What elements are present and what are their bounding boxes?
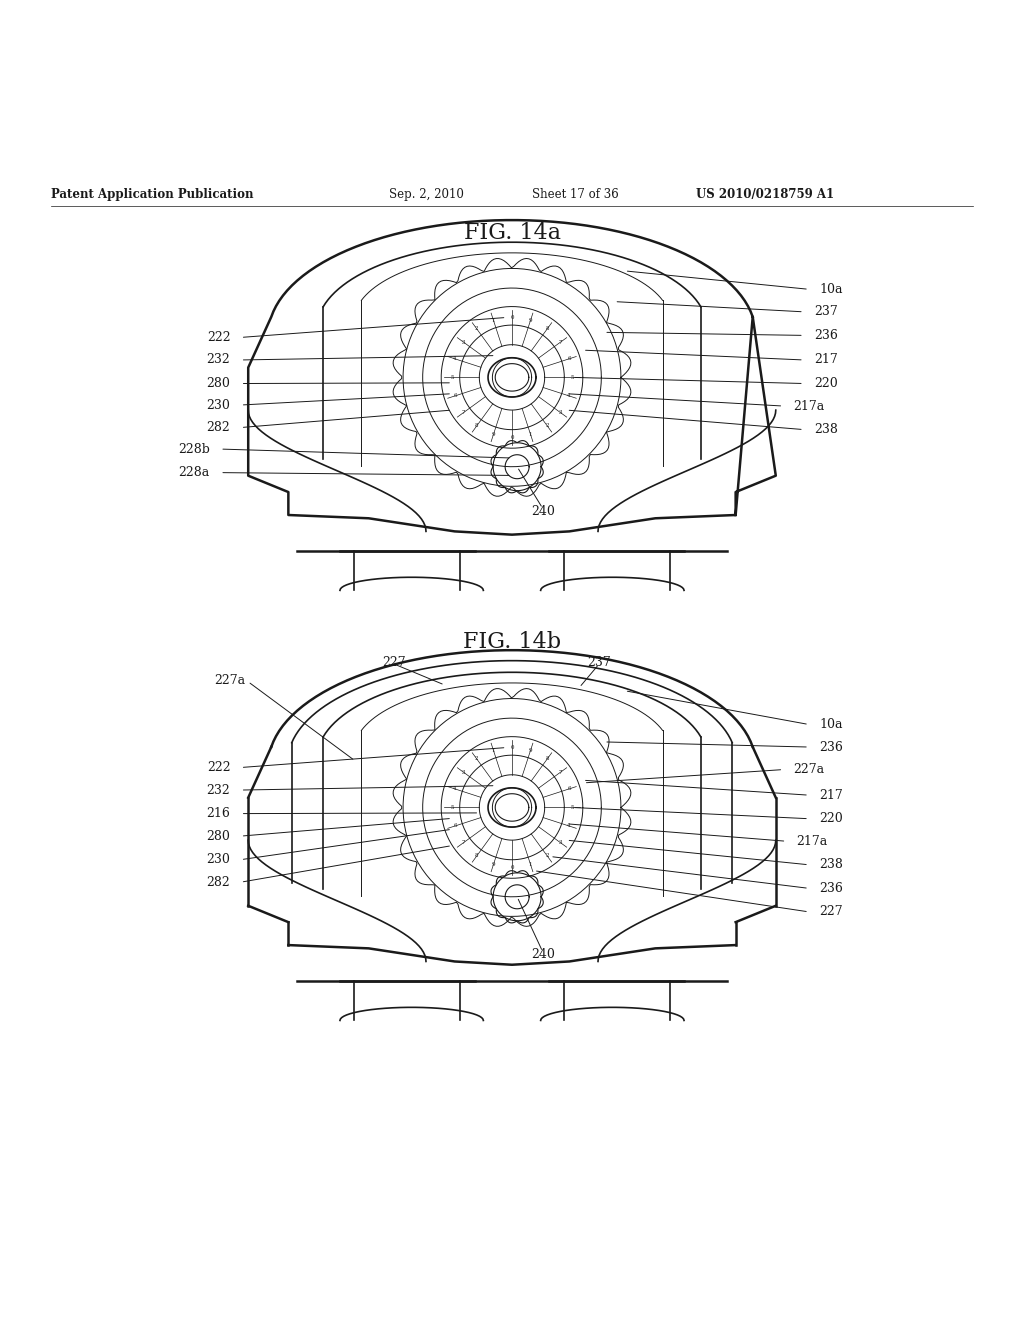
Text: 220: 220 (819, 812, 843, 825)
Text: 217: 217 (819, 788, 843, 801)
Text: US 2010/0218759 A1: US 2010/0218759 A1 (696, 187, 835, 201)
Text: 4: 4 (567, 393, 570, 399)
Text: 238: 238 (814, 424, 838, 436)
Text: 228b: 228b (178, 442, 210, 455)
Text: 7: 7 (462, 411, 465, 414)
Text: 8: 8 (475, 854, 478, 858)
Text: Sep. 2, 2010: Sep. 2, 2010 (389, 187, 464, 201)
Text: 280: 280 (207, 378, 230, 389)
Text: 8: 8 (546, 326, 549, 331)
Text: 10a: 10a (819, 282, 843, 296)
Text: 230: 230 (207, 399, 230, 412)
Text: Patent Application Publication: Patent Application Publication (51, 187, 254, 201)
Text: 10a: 10a (819, 718, 843, 731)
Text: 2: 2 (475, 326, 478, 331)
Text: 236: 236 (819, 882, 843, 895)
Text: 4: 4 (567, 824, 570, 829)
Text: 9: 9 (528, 318, 532, 323)
Text: 237: 237 (587, 656, 611, 668)
Text: 8: 8 (546, 756, 549, 762)
Text: 0: 0 (510, 865, 514, 870)
Text: 227: 227 (819, 906, 843, 919)
Text: 2: 2 (475, 756, 478, 762)
Text: 7: 7 (559, 339, 562, 345)
Text: 3: 3 (462, 339, 465, 345)
Text: 220: 220 (814, 378, 838, 389)
Text: 9: 9 (528, 748, 532, 752)
Text: 216: 216 (207, 807, 230, 820)
Text: 2: 2 (546, 424, 549, 429)
Text: 227: 227 (382, 656, 407, 668)
Polygon shape (496, 363, 528, 391)
Text: 217: 217 (814, 354, 838, 367)
Text: 238: 238 (819, 858, 843, 871)
Text: 4: 4 (454, 356, 457, 362)
Text: 227a: 227a (794, 763, 824, 776)
Text: FIG. 14b: FIG. 14b (463, 631, 561, 652)
Text: 0: 0 (510, 744, 514, 750)
Text: 217a: 217a (794, 400, 825, 413)
Text: 217a: 217a (797, 834, 828, 847)
Text: 240: 240 (530, 506, 555, 517)
Text: 282: 282 (207, 421, 230, 434)
Text: 228a: 228a (178, 466, 210, 479)
Text: 222: 222 (207, 331, 230, 345)
Text: 222: 222 (207, 762, 230, 774)
Text: 282: 282 (207, 875, 230, 888)
Polygon shape (496, 793, 528, 821)
Text: 9: 9 (492, 862, 496, 867)
Text: 1: 1 (492, 318, 496, 323)
Text: 3: 3 (559, 840, 562, 845)
Text: 8: 8 (475, 424, 478, 429)
Text: 237: 237 (814, 305, 838, 318)
Text: 5: 5 (570, 805, 573, 810)
Text: 280: 280 (207, 830, 230, 842)
Text: 6: 6 (454, 393, 457, 399)
Text: 1: 1 (528, 862, 532, 867)
Text: 6: 6 (567, 356, 570, 362)
Text: 1: 1 (528, 432, 532, 437)
Text: 1: 1 (492, 748, 496, 752)
Text: 7: 7 (559, 770, 562, 775)
Text: Sheet 17 of 36: Sheet 17 of 36 (532, 187, 620, 201)
Text: 2: 2 (546, 854, 549, 858)
Text: 240: 240 (530, 948, 555, 961)
Text: 5: 5 (451, 375, 454, 380)
Text: 7: 7 (462, 840, 465, 845)
Text: 0: 0 (510, 315, 514, 319)
Text: 6: 6 (454, 824, 457, 829)
Text: 3: 3 (559, 411, 562, 414)
Text: 227a: 227a (215, 675, 246, 686)
Text: FIG. 14a: FIG. 14a (464, 222, 560, 244)
Text: 236: 236 (819, 741, 843, 754)
Text: 9: 9 (492, 432, 496, 437)
Text: 230: 230 (207, 853, 230, 866)
Text: 3: 3 (462, 770, 465, 775)
Text: 5: 5 (451, 805, 454, 810)
Text: 5: 5 (570, 375, 573, 380)
Text: 236: 236 (814, 329, 838, 342)
Text: 232: 232 (207, 354, 230, 367)
Text: 6: 6 (567, 787, 570, 792)
Text: 232: 232 (207, 784, 230, 796)
Text: 0: 0 (510, 434, 514, 440)
Text: 4: 4 (454, 787, 457, 792)
